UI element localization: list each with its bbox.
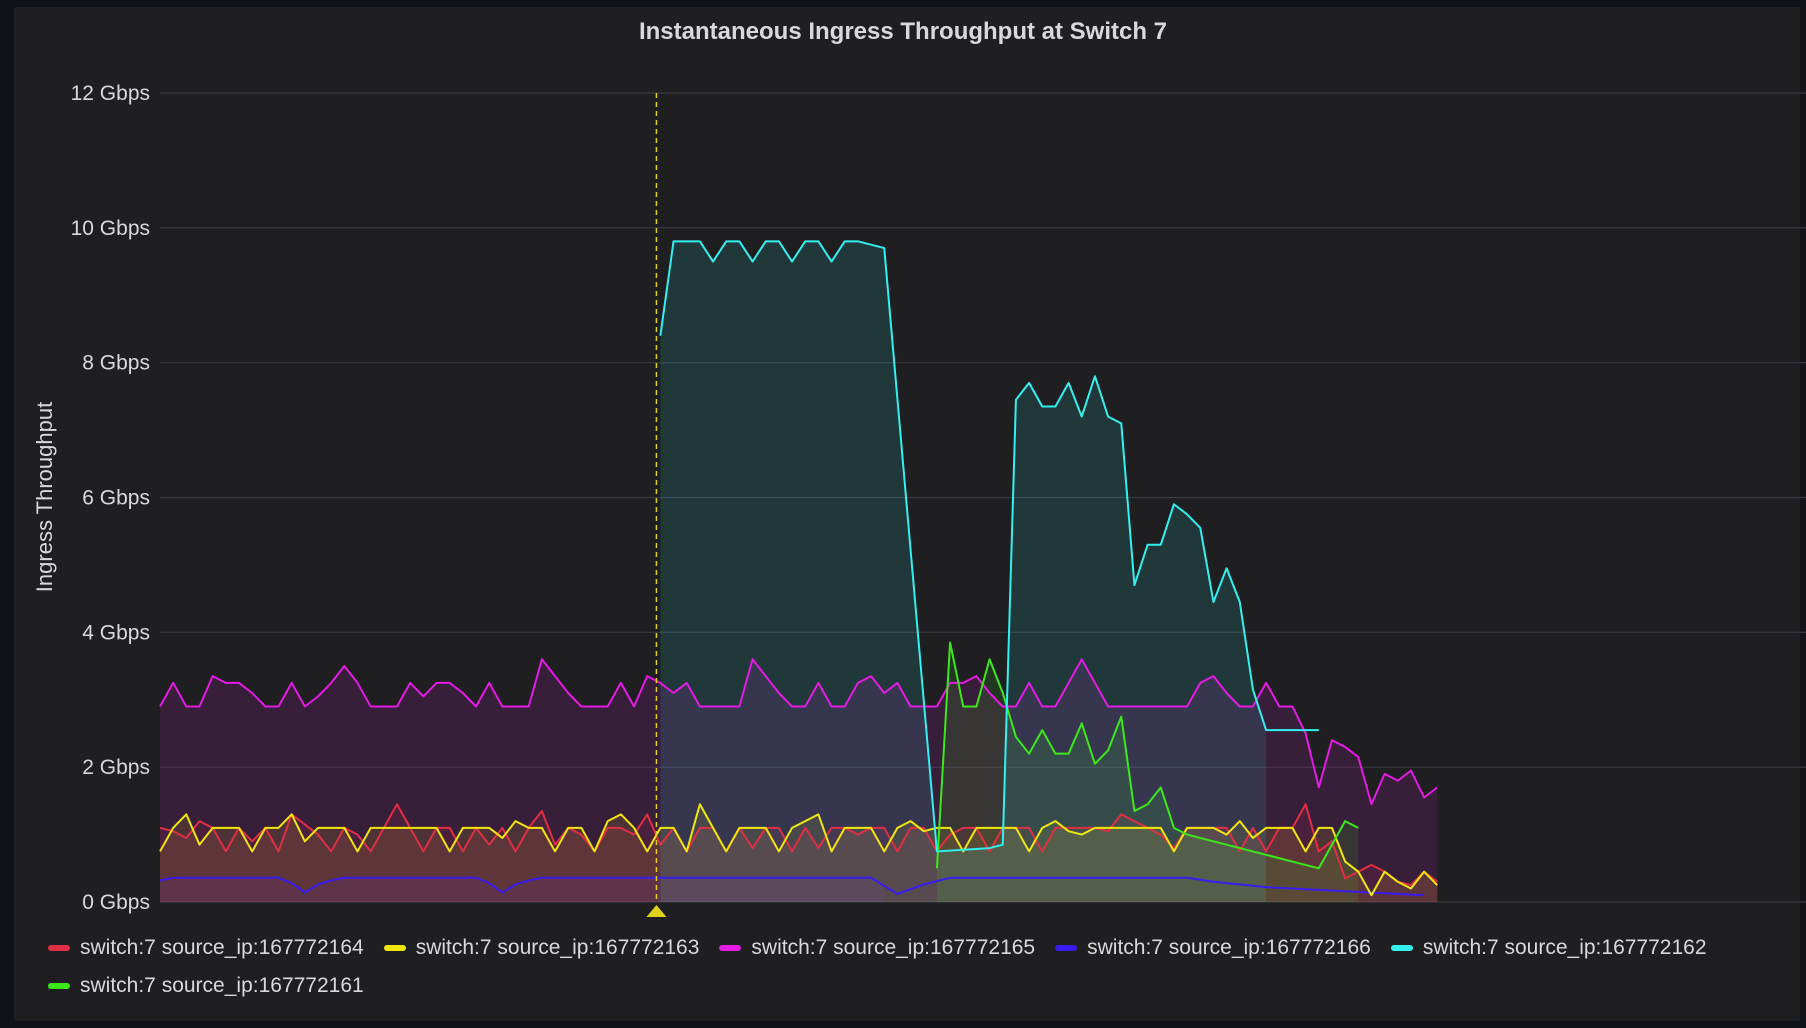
panel-title: Instantaneous Ingress Throughput at Swit… xyxy=(638,18,1168,45)
legend-label: switch:7 source_ip:167772163 xyxy=(415,936,700,959)
legend-item-3[interactable]: switch:7 source_ip:167772166 xyxy=(1055,934,1371,962)
legend-label: switch:7 source_ip:167772161 xyxy=(80,974,364,997)
legend-item-0[interactable]: switch:7 source_ip:167772164 xyxy=(48,934,364,962)
y-tick-label-0: 0 Gbps xyxy=(82,891,150,914)
series-line-4[interactable] xyxy=(935,641,1359,870)
legend-swatch xyxy=(383,945,406,951)
y-axis-tick-labels: 0 Gbps 2 Gbps 4 Gbps 6 Gbps 8 Gbps 10 Gbps 12 … xyxy=(71,82,150,914)
series-line-1[interactable] xyxy=(159,803,1438,887)
y-tick-label-3: 6 Gbps xyxy=(82,487,150,510)
annotation-marker[interactable] xyxy=(646,93,667,917)
legend-swatch xyxy=(719,945,742,951)
y-tick-label-1: 2 Gbps xyxy=(82,756,150,779)
y-axis-label: Ingress Throughput xyxy=(32,402,57,592)
series-area-3 xyxy=(160,659,1438,902)
y-tick-label-5: 10 Gbps xyxy=(71,217,150,240)
y-tick-label-6: 12 Gbps xyxy=(71,82,150,105)
legend-label: switch:7 source_ip:167772162 xyxy=(1422,936,1707,959)
grid-lines xyxy=(160,92,1806,903)
legend-swatch xyxy=(1390,945,1413,951)
legend-item-4[interactable]: switch:7 source_ip:167772162 xyxy=(1390,934,1707,962)
series-line-2[interactable] xyxy=(159,803,1439,897)
series-line-0[interactable] xyxy=(159,876,1425,897)
legend-item-5[interactable]: switch:7 source_ip:167772161 xyxy=(48,972,364,1000)
y-tick-label-2: 4 Gbps xyxy=(82,621,150,644)
legend-label: switch:7 source_ip:167772165 xyxy=(751,936,1036,959)
legend-swatch xyxy=(48,945,70,951)
series-line-3[interactable] xyxy=(159,658,1438,806)
series-lines xyxy=(159,240,1439,897)
y-tick-label-4: 8 Gbps xyxy=(82,352,150,375)
legend-item-1[interactable]: switch:7 source_ip:167772163 xyxy=(383,934,700,962)
legend-swatch xyxy=(48,983,70,989)
legend-swatch xyxy=(1055,945,1078,951)
series-area-5 xyxy=(660,241,1267,903)
series-fills xyxy=(160,241,1438,903)
annotation-marker-triangle[interactable] xyxy=(646,905,667,917)
legend-item-2[interactable]: switch:7 source_ip:167772165 xyxy=(719,934,1035,962)
series-area-4 xyxy=(936,642,1359,902)
chart-legend: switch:7 source_ip:167772164 switch:7 sou… xyxy=(48,934,1788,1000)
legend-label: switch:7 source_ip:167772164 xyxy=(80,936,364,959)
legend-label: switch:7 source_ip:167772166 xyxy=(1087,936,1371,959)
series-area-0 xyxy=(160,877,885,902)
series-line-5[interactable] xyxy=(659,240,1319,853)
